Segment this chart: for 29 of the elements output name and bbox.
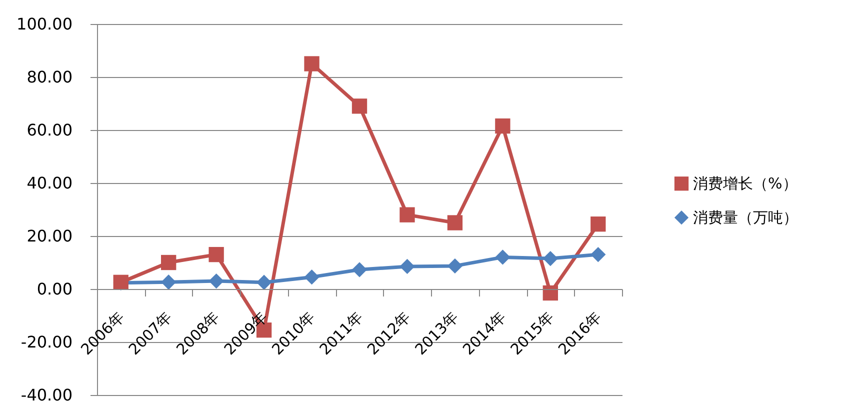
point <box>542 250 558 266</box>
point <box>447 258 463 274</box>
y-tick-label: 100.00 <box>16 14 72 34</box>
y-tick-label: -20.00 <box>20 332 72 352</box>
point <box>256 274 272 290</box>
point <box>352 98 368 114</box>
y-tick-label: 40.00 <box>26 174 72 192</box>
point <box>447 215 463 230</box>
point <box>400 258 415 274</box>
point <box>400 207 415 222</box>
point <box>352 262 368 278</box>
point <box>208 273 224 289</box>
point <box>161 254 176 270</box>
point <box>590 216 606 232</box>
point <box>208 246 224 262</box>
y-tick-label: 0.00 <box>36 280 72 298</box>
point <box>161 274 176 290</box>
y-tick-label: 20.00 <box>26 226 72 246</box>
y-tick-label: 60.00 <box>26 120 72 140</box>
point <box>542 285 558 301</box>
y-tick-label: 80.00 <box>26 68 72 86</box>
point <box>304 56 320 72</box>
y-tick-label: -40.00 <box>20 386 72 404</box>
legend-label: 消费增长（%） <box>693 174 798 193</box>
point <box>304 269 320 285</box>
point <box>590 246 606 262</box>
legend-label: 消费量（万吨） <box>693 208 798 227</box>
point <box>495 250 510 265</box>
point <box>495 118 510 134</box>
